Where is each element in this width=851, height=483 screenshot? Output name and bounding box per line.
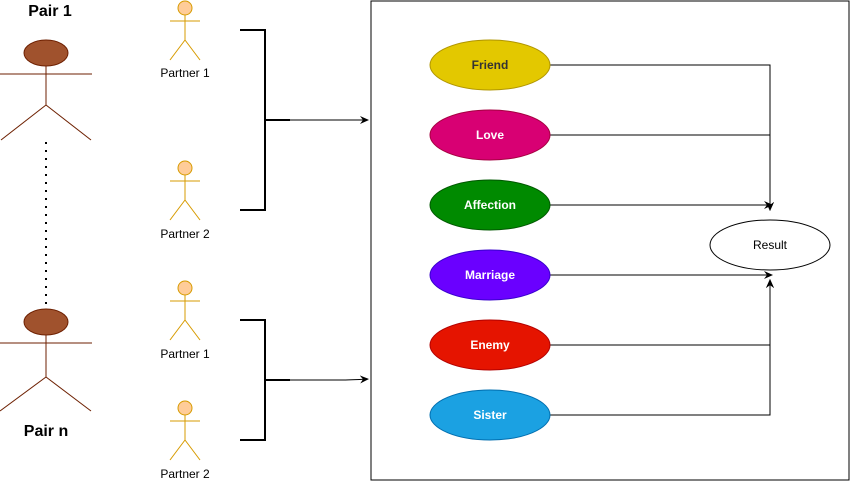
partner-2-bottom-figure [169,400,201,461]
option-love: Love [429,109,551,161]
pair-n-head [23,308,69,336]
result-shape [709,219,831,271]
result-node: Result [709,219,831,271]
partner-2-bottom-label: Partner 2 [160,467,210,481]
result-label: Result [753,238,788,252]
partner-1-bottom-figure [169,280,201,341]
option-friend-label: Friend [472,58,509,72]
option-affection: Affection [429,179,551,231]
option-love-shape [429,109,551,161]
option-affection-label: Affection [464,198,516,212]
option-friend-shape [429,39,551,91]
pair-n-figure [0,308,92,412]
option-marriage: Marriage [429,249,551,301]
option-marriage-label: Marriage [465,268,515,282]
option-enemy: Enemy [429,319,551,371]
option-sister-shape [429,389,551,441]
option-affection-shape [429,179,551,231]
partner-2-top-label: Partner 2 [160,227,210,241]
pair-1-head [23,39,69,67]
option-connectors [550,64,774,416]
option-love-label: Love [476,128,504,142]
bottom-bracket-arrow [290,375,369,384]
bottom-bracket [240,319,266,441]
partner-1-top-figure [169,0,201,61]
pair-n-label: Pair n [24,423,68,440]
pair-1-label: Pair 1 [28,3,72,20]
top-bracket [240,29,266,211]
partner-1-top-label: Partner 1 [160,66,210,80]
partner-1-bottom-label: Partner 1 [160,347,210,361]
option-friend: Friend [429,39,551,91]
option-sister: Sister [429,389,551,441]
partner-2-top-figure [169,160,201,221]
option-marriage-shape [429,249,551,301]
pair-1-figure [0,39,92,141]
option-enemy-shape [429,319,551,371]
option-sister-label: Sister [473,408,507,422]
option-enemy-label: Enemy [470,338,510,352]
